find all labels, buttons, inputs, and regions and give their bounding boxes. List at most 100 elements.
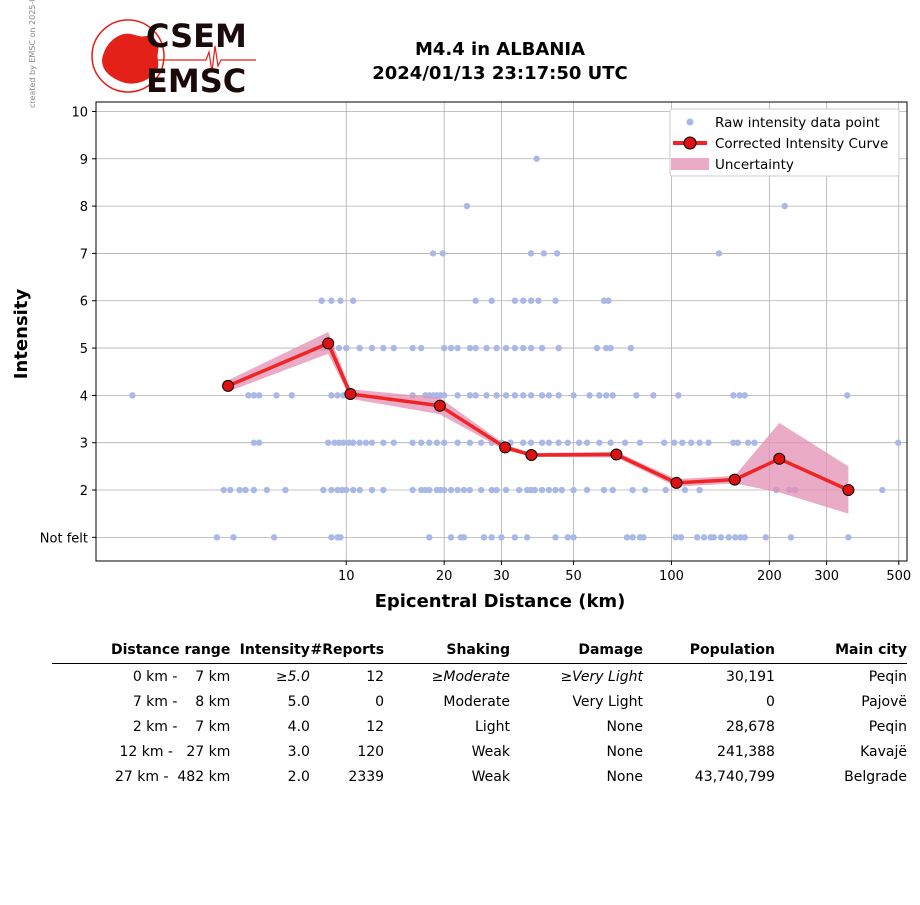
raw-point (493, 344, 500, 352)
uncertainty-band (228, 331, 849, 514)
raw-point (318, 297, 325, 304)
raw-point (751, 439, 758, 446)
cell-damage: None (606, 743, 643, 760)
x-tick-label: 20 (436, 569, 453, 584)
raw-point (493, 392, 500, 399)
raw-point (552, 297, 559, 304)
raw-point (335, 439, 343, 446)
raw-point (478, 439, 485, 446)
raw-point (440, 439, 448, 446)
raw-point (466, 439, 474, 446)
raw-point (629, 534, 636, 541)
raw-point (545, 392, 553, 399)
raw-point (263, 486, 271, 494)
raw-point (288, 392, 295, 399)
raw-point (440, 486, 448, 494)
raw-point (426, 534, 433, 541)
legend-raw-label: Raw intensity data point (715, 115, 880, 131)
raw-point (460, 486, 468, 494)
raw-point (519, 297, 527, 304)
raw-point (256, 439, 263, 446)
raw-point (356, 344, 363, 352)
x-tick-label: 50 (565, 569, 582, 584)
raw-point (519, 344, 527, 352)
raw-point (621, 439, 629, 446)
raw-point (429, 250, 437, 257)
cell-city: Belgrade (844, 768, 907, 785)
x-tick-label: 200 (757, 569, 782, 584)
logo-emsc-text: EMSC (146, 62, 246, 98)
cell-reports: 0 (375, 693, 385, 710)
y-tick-label: 8 (80, 200, 88, 215)
raw-point (527, 297, 535, 304)
raw-point (447, 344, 455, 352)
raw-point (390, 439, 397, 446)
raw-point (603, 344, 610, 352)
raw-point (552, 486, 559, 494)
raw-point (466, 392, 474, 399)
raw-point (586, 392, 593, 399)
raw-point (694, 534, 701, 541)
y-tick-label: 7 (80, 247, 88, 262)
table-row: 12 km - 27 km 3.0 120 Weak None 241,388 … (52, 739, 907, 764)
raw-point (609, 486, 616, 494)
raw-point (466, 344, 474, 352)
header-distance-range: Distance range (52, 640, 231, 664)
y-tick-label: 10 (71, 105, 88, 120)
cell-range: 27 km - 482 km (114, 768, 231, 785)
raw-point (337, 534, 344, 541)
raw-point (356, 439, 363, 446)
raw-point (337, 297, 344, 304)
cell-range: 2 km - 7 km (132, 718, 231, 735)
raw-point (328, 392, 335, 399)
raw-point (454, 344, 461, 352)
raw-point (538, 486, 546, 494)
csem-emsc-logo: CSEM EMSC (91, 17, 256, 98)
raw-point (250, 486, 258, 494)
chart-legend: Raw intensity data point Corrected Inten… (669, 108, 900, 177)
raw-point (730, 439, 737, 446)
raw-point (463, 202, 471, 210)
raw-point (129, 392, 136, 399)
raw-point (538, 344, 546, 352)
raw-point (627, 344, 635, 352)
raw-point (879, 486, 886, 494)
raw-point (256, 392, 263, 399)
curve-marker (728, 473, 741, 486)
y-axis: Not felt 2 3 4 5 6 7 8 9 10 (40, 105, 96, 546)
intensity-table: Distance range Intensity #Reports Shakin… (52, 640, 907, 789)
header-damage: Damage (509, 640, 643, 664)
cell-reports: 12 (366, 718, 385, 735)
raw-point (454, 439, 461, 446)
raw-point (409, 486, 416, 494)
raw-point (564, 534, 572, 541)
y-tick-label: 6 (80, 295, 88, 310)
raw-point (737, 534, 744, 541)
raw-point (845, 534, 852, 541)
raw-point (472, 297, 479, 304)
raw-point (593, 344, 601, 352)
raw-point (282, 486, 289, 494)
raw-point (575, 439, 583, 446)
raw-point (623, 534, 631, 541)
table-row: 0 km - 7 km ≥5.0 12 ≥Moderate ≥Very Ligh… (52, 664, 907, 690)
raw-point (242, 486, 249, 494)
raw-point (558, 486, 565, 494)
raw-point (553, 250, 561, 257)
y-tick-label: 2 (80, 484, 88, 499)
raw-point (533, 155, 540, 162)
chart-title-line2: 2024/01/13 23:17:50 UTC (372, 63, 628, 84)
raw-point (390, 344, 397, 352)
raw-point (409, 439, 416, 446)
header-population: Population (642, 640, 775, 664)
raw-point (511, 344, 519, 352)
y-tick-label: 5 (80, 342, 88, 357)
raw-point (570, 486, 577, 494)
raw-point (328, 486, 335, 494)
raw-point (564, 439, 572, 446)
raw-point (454, 486, 461, 494)
legend-raw-swatch (686, 118, 694, 126)
raw-point (744, 439, 752, 446)
raw-point (552, 534, 559, 541)
raw-point (454, 392, 461, 399)
